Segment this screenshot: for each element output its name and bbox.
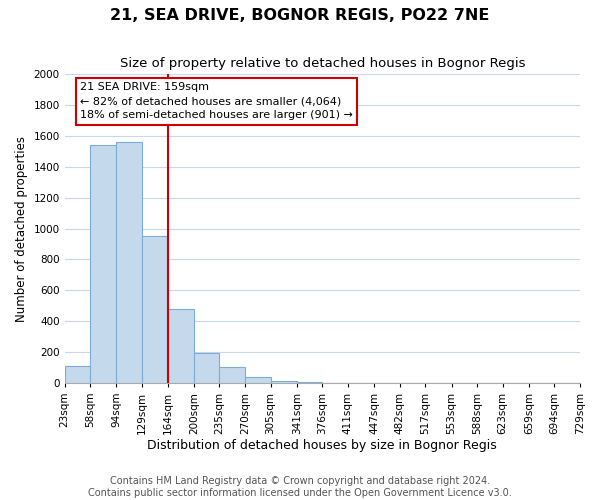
- Text: Contains HM Land Registry data © Crown copyright and database right 2024.
Contai: Contains HM Land Registry data © Crown c…: [88, 476, 512, 498]
- Bar: [167, 309, 194, 383]
- Text: 21, SEA DRIVE, BOGNOR REGIS, PO22 7NE: 21, SEA DRIVE, BOGNOR REGIS, PO22 7NE: [110, 8, 490, 22]
- Title: Size of property relative to detached houses in Bognor Regis: Size of property relative to detached ho…: [119, 58, 525, 70]
- Text: 21 SEA DRIVE: 159sqm
← 82% of detached houses are smaller (4,064)
18% of semi-de: 21 SEA DRIVE: 159sqm ← 82% of detached h…: [80, 82, 353, 120]
- Bar: [116, 142, 142, 383]
- Bar: [271, 381, 297, 383]
- Bar: [65, 366, 90, 383]
- Bar: [90, 146, 116, 383]
- Bar: [142, 236, 167, 383]
- Bar: [220, 368, 245, 383]
- Bar: [245, 378, 271, 383]
- X-axis label: Distribution of detached houses by size in Bognor Regis: Distribution of detached houses by size …: [148, 440, 497, 452]
- Bar: [297, 382, 322, 383]
- Bar: [194, 354, 220, 383]
- Y-axis label: Number of detached properties: Number of detached properties: [15, 136, 28, 322]
